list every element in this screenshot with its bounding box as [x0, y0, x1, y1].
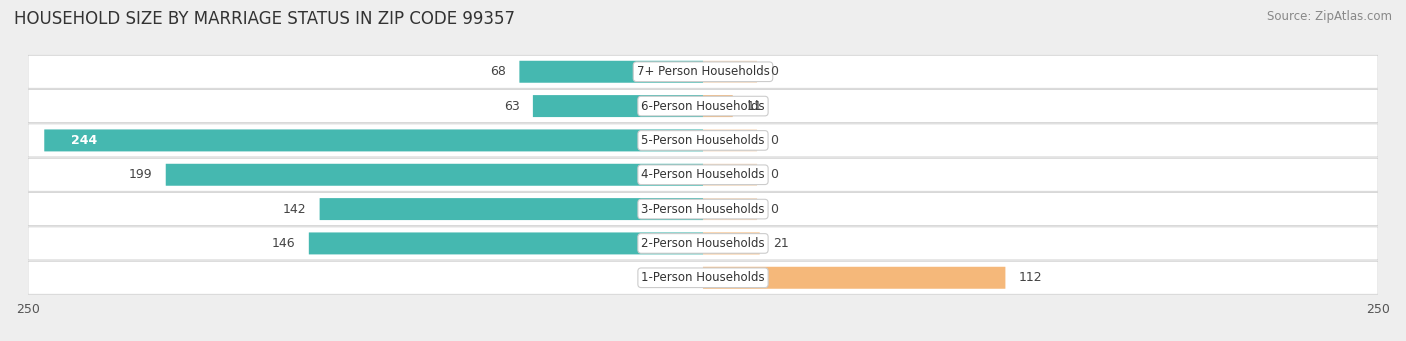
FancyBboxPatch shape — [519, 61, 703, 83]
FancyBboxPatch shape — [309, 233, 703, 254]
Text: 7+ Person Households: 7+ Person Households — [637, 65, 769, 78]
FancyBboxPatch shape — [44, 130, 703, 151]
Text: 5-Person Households: 5-Person Households — [641, 134, 765, 147]
Text: 244: 244 — [72, 134, 97, 147]
FancyBboxPatch shape — [28, 124, 1378, 157]
Text: 2-Person Households: 2-Person Households — [641, 237, 765, 250]
Text: 6-Person Households: 6-Person Households — [641, 100, 765, 113]
FancyBboxPatch shape — [28, 158, 1378, 191]
FancyBboxPatch shape — [28, 193, 1378, 226]
FancyBboxPatch shape — [703, 233, 759, 254]
Text: 1-Person Households: 1-Person Households — [641, 271, 765, 284]
Text: 63: 63 — [503, 100, 519, 113]
Text: 112: 112 — [1019, 271, 1042, 284]
FancyBboxPatch shape — [28, 227, 1378, 260]
Text: 21: 21 — [773, 237, 789, 250]
FancyBboxPatch shape — [28, 261, 1378, 294]
FancyBboxPatch shape — [319, 198, 703, 220]
Text: 0: 0 — [770, 134, 779, 147]
Text: HOUSEHOLD SIZE BY MARRIAGE STATUS IN ZIP CODE 99357: HOUSEHOLD SIZE BY MARRIAGE STATUS IN ZIP… — [14, 10, 515, 28]
FancyBboxPatch shape — [703, 164, 756, 186]
FancyBboxPatch shape — [703, 267, 1005, 289]
FancyBboxPatch shape — [703, 61, 756, 83]
FancyBboxPatch shape — [28, 90, 1378, 122]
Text: 199: 199 — [129, 168, 152, 181]
Text: 0: 0 — [770, 65, 779, 78]
FancyBboxPatch shape — [703, 198, 756, 220]
Text: 4-Person Households: 4-Person Households — [641, 168, 765, 181]
Text: 0: 0 — [770, 203, 779, 216]
FancyBboxPatch shape — [28, 55, 1378, 88]
FancyBboxPatch shape — [703, 95, 733, 117]
FancyBboxPatch shape — [166, 164, 703, 186]
Text: Source: ZipAtlas.com: Source: ZipAtlas.com — [1267, 10, 1392, 23]
Text: 68: 68 — [491, 65, 506, 78]
Text: 0: 0 — [770, 168, 779, 181]
FancyBboxPatch shape — [533, 95, 703, 117]
Text: 3-Person Households: 3-Person Households — [641, 203, 765, 216]
Text: 142: 142 — [283, 203, 307, 216]
Text: 146: 146 — [271, 237, 295, 250]
Text: 11: 11 — [747, 100, 762, 113]
FancyBboxPatch shape — [703, 130, 756, 151]
